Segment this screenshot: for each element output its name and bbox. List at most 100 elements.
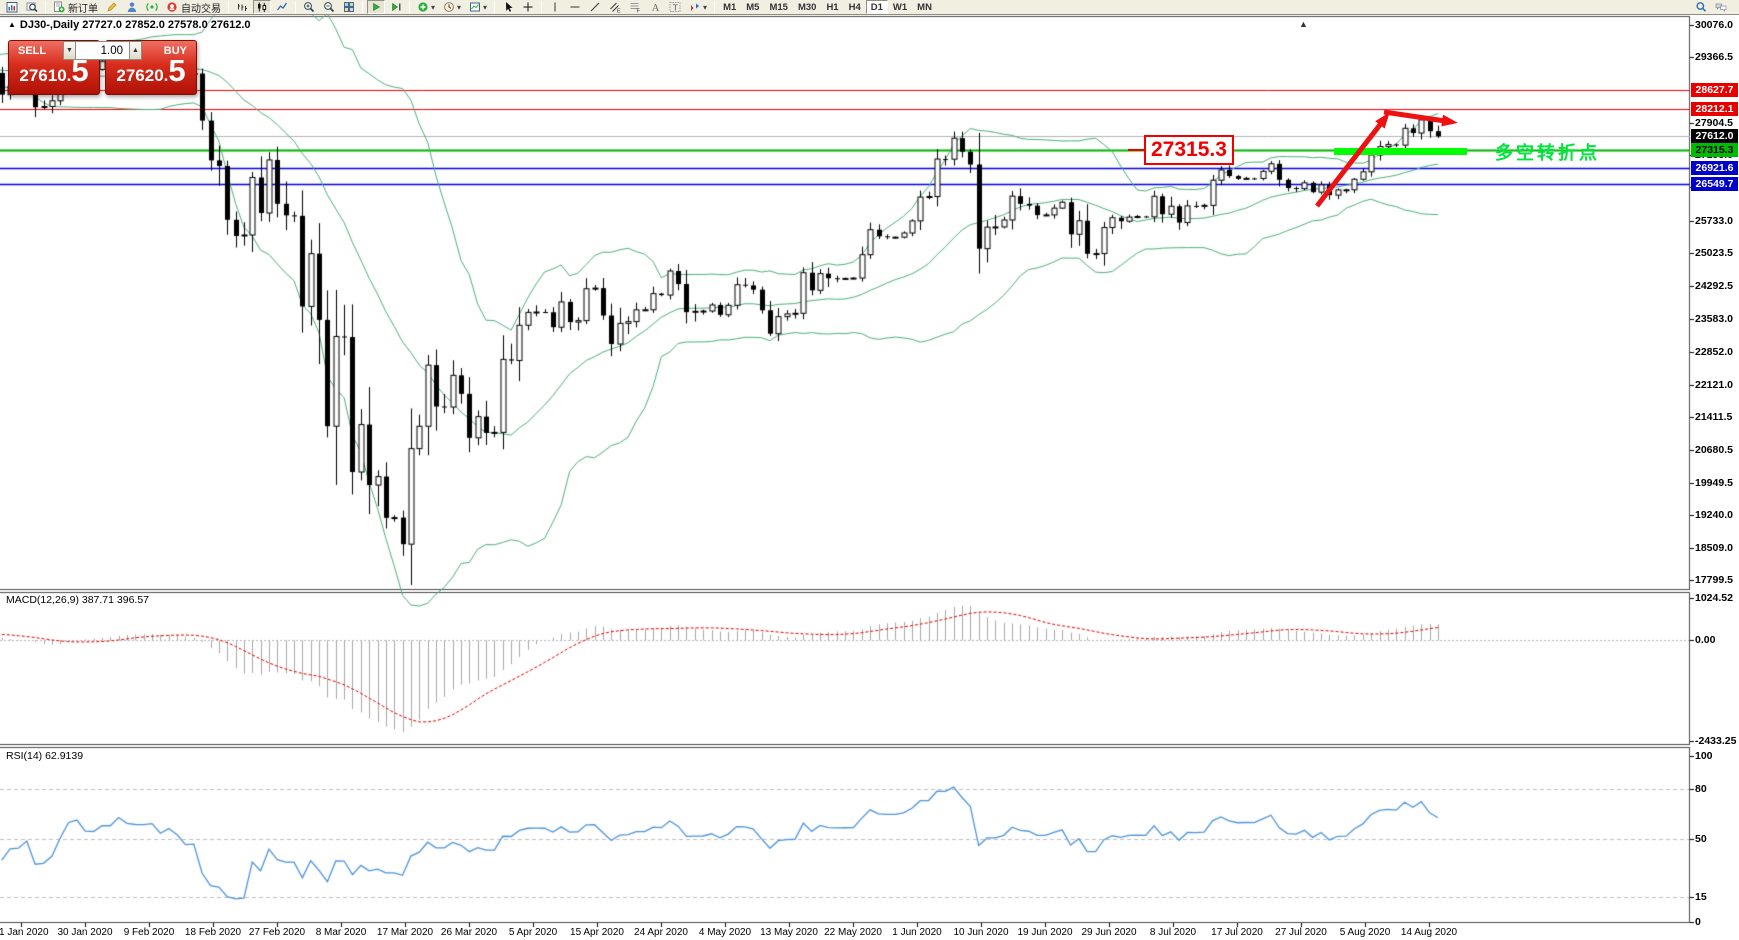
timeframe-h4[interactable]: H4 — [848, 2, 861, 13]
rsi-axis-tick: 50 — [1695, 833, 1707, 845]
text-label-icon[interactable]: T — [666, 0, 684, 14]
dropdown-arrow-icon[interactable]: ▾ — [703, 2, 708, 12]
sell-label: SELL — [18, 45, 47, 57]
rsi-axis-tick: 100 — [1695, 750, 1713, 762]
svg-text:E: E — [617, 9, 621, 14]
new-order-button[interactable]: 新订单 — [50, 0, 101, 15]
callout-tick-line — [1128, 149, 1144, 151]
price-axis-tick: 27904.5 — [1695, 117, 1733, 130]
dropdown-arrow-icon[interactable]: ▾ — [457, 2, 462, 12]
zoom-out-icon[interactable] — [320, 0, 338, 14]
svg-text:T: T — [673, 2, 678, 12]
price-axis-tick: 29366.5 — [1695, 51, 1733, 64]
timeframe-h1[interactable]: H1 — [826, 2, 839, 13]
timeframe-m15[interactable]: M15 — [769, 2, 788, 13]
search-icon[interactable] — [1692, 0, 1710, 14]
volume-increase-button[interactable]: ▲ — [129, 41, 142, 60]
price-axis-tick: 17799.5 — [1695, 573, 1733, 586]
date-axis-label: 22 May 2020 — [824, 927, 882, 938]
date-axis-label: 19 Jun 2020 — [1017, 927, 1073, 938]
macd-indicator-label: MACD(12,26,9) 387.71 396.57 — [6, 594, 150, 606]
price-level-badge: 26549.7 — [1691, 177, 1738, 192]
macd-axis-tick: 0.00 — [1695, 634, 1716, 647]
price-axis-tick: 20680.5 — [1695, 443, 1733, 456]
turning-point-annotation[interactable]: 多空转折点 — [1495, 143, 1600, 163]
price-level-badge: 27315.3 — [1691, 142, 1738, 157]
new-chart-icon[interactable] — [3, 0, 21, 14]
pullback-arrow[interactable] — [1383, 109, 1458, 127]
timeframe-m1[interactable]: M1 — [723, 2, 737, 13]
sell-button[interactable]: SELL 27610.5 — [8, 40, 100, 95]
chart-shift-icon[interactable] — [387, 0, 405, 14]
chart-shift-marker-icon: ▲ — [1299, 19, 1308, 29]
line-chart-icon[interactable] — [273, 0, 291, 14]
price-axis-tick: 18509.0 — [1695, 541, 1733, 554]
trendline-icon[interactable] — [586, 0, 604, 14]
timeframe-m30[interactable]: M30 — [797, 2, 817, 13]
signals-icon[interactable] — [143, 0, 161, 14]
date-axis-label: 17 Mar 2020 — [376, 927, 434, 938]
date-axis-label: 30 Jan 2020 — [57, 927, 113, 938]
candlestick-chart-icon[interactable] — [253, 0, 271, 14]
equidistant-channel-icon[interactable]: E — [606, 0, 624, 14]
collapse-panel-icon[interactable]: ▲ — [8, 20, 16, 29]
dropdown-arrow-icon[interactable]: ▾ — [431, 2, 436, 12]
autotrading-button[interactable]: 自动交易 — [163, 0, 224, 15]
rsi-axis-tick: 15 — [1695, 891, 1707, 904]
date-axis-label: 27 Jul 2020 — [1275, 927, 1327, 938]
date-axis-label: 15 Apr 2020 — [570, 927, 624, 938]
horizontal-line-icon[interactable] — [566, 0, 584, 14]
price-axis-tick: 23583.0 — [1695, 312, 1733, 325]
data-window-icon[interactable] — [23, 0, 41, 14]
volume-input[interactable] — [76, 41, 129, 60]
chat-icon[interactable] — [1712, 0, 1730, 14]
dropdown-arrow-icon[interactable]: ▾ — [483, 2, 488, 12]
timeframe-mn[interactable]: MN — [917, 2, 932, 13]
toolbar-separator — [45, 1, 46, 13]
tile-windows-icon[interactable] — [340, 0, 358, 14]
date-axis-label: 8 Mar 2020 — [315, 927, 367, 938]
ohlc-bars-icon[interactable] — [233, 0, 251, 14]
date-axis-label: 5 Aug 2020 — [1339, 927, 1391, 938]
date-axis-label: 9 Feb 2020 — [123, 927, 175, 938]
cursor-icon[interactable] — [499, 0, 517, 14]
crosshair-icon[interactable] — [519, 0, 537, 14]
zoom-in-icon[interactable] — [300, 0, 318, 14]
up-trend-arrow[interactable] — [1315, 112, 1390, 208]
price-level-badge: 28627.7 — [1691, 83, 1738, 98]
date-axis-label: 18 Feb 2020 — [184, 927, 242, 938]
sell-price: 27610.5 — [19, 53, 89, 88]
svg-text:F: F — [637, 9, 641, 14]
price-axis-tick: 25023.5 — [1695, 247, 1733, 260]
timeframe-m5[interactable]: M5 — [746, 2, 760, 13]
date-axis-label: 29 Jun 2020 — [1081, 927, 1137, 938]
periods-icon[interactable]: ▾ — [440, 0, 464, 14]
arrows-icon[interactable]: ▾ — [686, 0, 710, 14]
fibonacci-icon[interactable]: F — [626, 0, 644, 14]
date-axis-label: 27 Feb 2020 — [248, 927, 306, 938]
support-price-callout[interactable]: 27315.3 — [1144, 135, 1234, 165]
support-zone-highlight[interactable] — [1334, 148, 1467, 155]
templates-icon[interactable]: ▾ — [466, 0, 490, 14]
community-icon[interactable] — [123, 0, 141, 14]
vertical-line-icon[interactable] — [546, 0, 564, 14]
timeframe-w1[interactable]: W1 — [892, 2, 908, 13]
toolbar-separator — [494, 1, 496, 13]
timeframe-d1[interactable]: D1 — [865, 0, 888, 14]
rsi-indicator-label: RSI(14) 62.9139 — [6, 750, 84, 762]
text-icon[interactable]: A — [646, 0, 664, 14]
price-level-badge: 26921.6 — [1691, 160, 1738, 175]
metaeditor-icon[interactable] — [103, 0, 121, 14]
toolbar-separator — [362, 1, 363, 13]
trend-arrows — [1315, 109, 1458, 208]
date-axis-label: 8 Jul 2020 — [1149, 927, 1197, 938]
price-axis-tick: 30076.0 — [1695, 19, 1733, 31]
indicators-list-icon[interactable]: ▾ — [414, 0, 438, 14]
price-level-badge: 27612.0 — [1691, 129, 1738, 144]
volume-decrease-button[interactable]: ▼ — [63, 41, 76, 60]
autotrading-button-label: 自动交易 — [181, 3, 221, 15]
date-axis-label: 21 Jan 2020 — [0, 927, 49, 938]
auto-scroll-icon[interactable] — [367, 0, 385, 14]
